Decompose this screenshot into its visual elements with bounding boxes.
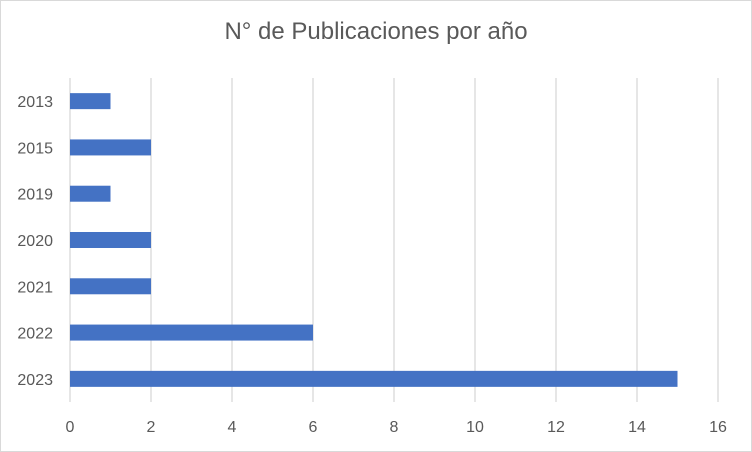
y-tick-label: 2019	[17, 187, 53, 204]
x-tick-label: 14	[628, 419, 646, 436]
bar-2013	[70, 93, 111, 110]
bar-2021	[70, 278, 151, 295]
bar-2023	[70, 370, 678, 387]
x-tick-label: 10	[466, 419, 484, 436]
x-tick-label: 4	[228, 419, 237, 436]
y-tick-label: 2015	[17, 140, 53, 157]
y-tick-label: 2023	[17, 372, 53, 389]
bar-2019	[70, 185, 111, 202]
bar-2022	[70, 324, 313, 341]
x-tick-label: 8	[390, 419, 399, 436]
x-tick-label: 2	[147, 419, 156, 436]
x-tick-label: 6	[309, 419, 318, 436]
bar-2015	[70, 139, 151, 156]
bar-2020	[70, 232, 151, 248]
chart-title: N° de Publicaciones por año	[224, 18, 528, 45]
y-tick-label: 2020	[17, 233, 53, 250]
gridlines	[69, 78, 719, 402]
y-tick-label: 2013	[17, 94, 53, 111]
x-tick-label: 12	[547, 419, 565, 436]
x-axis-labels: 0 2 4 6 8 10 12 14 16	[66, 419, 727, 436]
x-tick-label: 0	[66, 419, 75, 436]
bars	[70, 93, 678, 387]
x-tick-label: 16	[709, 419, 727, 436]
y-axis-labels: 2013 2015 2019 2020 2021 2022 2023	[17, 94, 53, 389]
y-tick-label: 2022	[17, 326, 53, 343]
y-tick-label: 2021	[17, 279, 53, 296]
